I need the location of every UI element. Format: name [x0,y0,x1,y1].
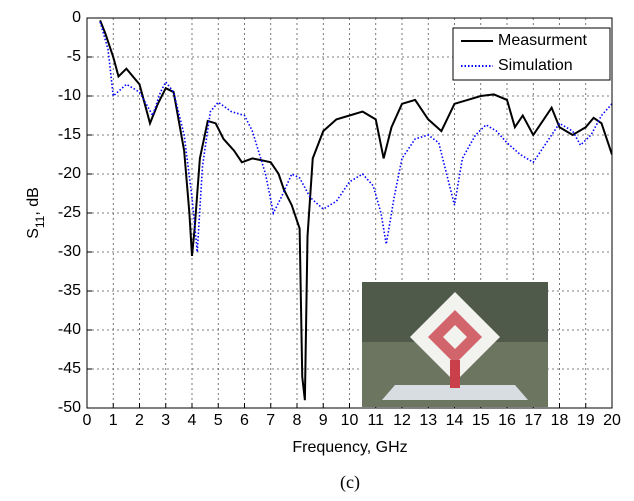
y-tick-label: -5 [67,48,81,65]
x-tick-label: 20 [603,412,621,429]
x-tick-label: 3 [161,412,170,429]
x-tick-label: 16 [498,412,516,429]
y-tick-label: -15 [58,126,81,143]
y-label-part: S [25,228,42,239]
inset-photo [362,282,548,407]
x-tick-label: 6 [240,412,249,429]
x-tick-label: 17 [524,412,542,429]
series-line [99,19,612,401]
x-tick-label: 7 [266,412,275,429]
caption: (c) [340,472,360,493]
x-tick-label: 12 [393,412,411,429]
x-tick-label: 10 [341,412,359,429]
y-tick-label: -25 [58,204,81,221]
y-axis-label: S11, dB [25,187,47,239]
x-tick-label: 2 [135,412,144,429]
y-tick-label: 0 [72,9,81,26]
x-tick-label: 0 [83,412,92,429]
y-tick-label: -50 [58,399,81,416]
y-tick-label: -45 [58,360,81,377]
x-tick-label: 4 [188,412,197,429]
legend-label: Measurment [498,32,587,49]
y-tick-label: -35 [58,282,81,299]
y-tick-label: -10 [58,87,81,104]
legend: Measurment Simulation [452,27,611,81]
y-label-sub: 11 [33,215,47,228]
x-tick-label: 19 [577,412,595,429]
y-label-part: , dB [25,187,42,215]
y-tick-label: -20 [58,165,81,182]
x-tick-label: 14 [446,412,464,429]
legend-label: Simulation [498,57,573,74]
legend-box [452,27,611,81]
x-tick-label: 11 [367,412,384,429]
x-tick-label: 1 [109,412,118,429]
x-tick-label: 9 [319,412,328,429]
x-axis-label: Frequency, GHz [292,439,407,456]
y-tick-label: -30 [58,243,81,260]
plot-area: 0 1 2 3 4 5 6 7 8 9 10 11 12 13 14 15 16 17 18 19 200-5-10-1… [58,9,621,429]
x-tick-label: 5 [214,412,223,429]
x-tick-label: 8 [293,412,302,429]
x-tick-label: 13 [419,412,437,429]
plot-frame [86,17,613,409]
series-line [99,21,612,253]
y-tick-label: -40 [58,321,81,338]
x-tick-label: 18 [551,412,569,429]
x-tick-label: 15 [472,412,490,429]
